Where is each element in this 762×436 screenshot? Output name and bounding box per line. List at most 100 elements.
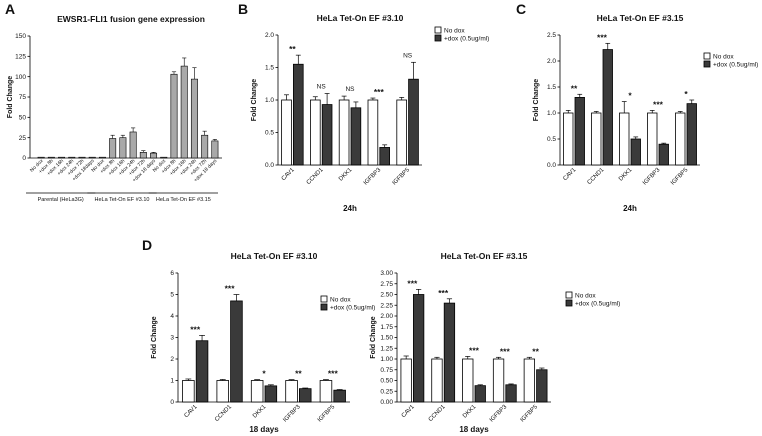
y-tick-label: 0.5 (265, 130, 274, 137)
bar-no-dox (400, 358, 412, 403)
legend-swatch-dox (434, 34, 442, 42)
bar (78, 156, 86, 159)
category-label: IGFBP3 (642, 167, 662, 187)
bar-no-dox (281, 99, 292, 166)
y-tick-label: 0.00 (380, 399, 393, 406)
legend-swatch-dox (703, 60, 711, 68)
y-axis-label: Fold Change (251, 79, 258, 121)
bar (170, 73, 178, 159)
legend-swatch-no-dox (320, 295, 328, 303)
group-label: HeLa Tet-On EF #3.15 (156, 197, 211, 203)
legend-label-dox: +dox (0.5ug/ml) (575, 301, 620, 308)
bar (109, 138, 117, 159)
significance-mark: NS (317, 84, 327, 91)
bar-dox (505, 384, 517, 403)
y-tick-label: 5 (170, 292, 174, 299)
legend-label-dox: +dox (0.5ug/ml) (713, 62, 758, 69)
bar-no-dox (523, 358, 535, 403)
bar (180, 65, 188, 159)
y-tick-label: 75 (19, 94, 27, 101)
category-label: IGFBP3 (363, 167, 383, 187)
category-label: CAV1 (281, 167, 296, 182)
bar-no-dox (431, 358, 443, 403)
significance-mark: *** (438, 288, 449, 298)
legend-label-no-dox: No dox (330, 297, 351, 304)
y-axis-label: Fold Change (533, 79, 540, 121)
legend-label-dox: +dox (0.5ug/ml) (330, 305, 375, 312)
bar-no-dox (647, 112, 658, 166)
y-tick-label: 2.5 (547, 32, 556, 39)
legend-swatch-dox (565, 299, 573, 307)
chart-d1: D HeLa Tet-On EF #3.10 0 1 2 3 4 5 6 Fold Change *… (142, 237, 375, 434)
significance-mark: *** (653, 99, 664, 109)
bar (160, 156, 168, 159)
bar-no-dox (250, 380, 264, 403)
legend-swatch-no-dox (565, 291, 573, 299)
bar (139, 152, 147, 159)
legend-swatch-no-dox (434, 26, 442, 34)
bar-dox (474, 385, 486, 403)
chart-c: C HeLa Tet-On EF #3.15 0.0 0.5 1.0 1.5 2.0 2.5 F… (516, 1, 758, 213)
significance-mark: ** (532, 346, 539, 356)
y-tick-label: 2.0 (265, 32, 274, 39)
bar-no-dox (338, 99, 350, 166)
bar-no-dox (310, 99, 321, 166)
bar-no-dox (285, 380, 298, 403)
bar-dox (658, 143, 669, 166)
y-tick-label: 125 (15, 54, 26, 61)
category-label: CCND1 (428, 404, 447, 423)
legend-swatch-no-dox (703, 52, 711, 60)
category-label: CAV1 (401, 404, 416, 419)
significance-mark: ** (295, 369, 302, 379)
significance-mark: NS (403, 52, 413, 59)
bar-dox (412, 294, 425, 403)
chart-b-x-label: 24h (343, 204, 357, 213)
bar-no-dox (675, 112, 686, 166)
category-label: DKK1 (618, 167, 634, 183)
bar (58, 156, 66, 159)
significance-mark: *** (500, 346, 511, 356)
category-label: IGFBP5 (670, 167, 690, 187)
significance-mark: *** (374, 87, 385, 97)
chart-c-x-label: 24h (623, 204, 637, 213)
bar (129, 131, 137, 159)
bar-dox (195, 340, 209, 403)
bar (201, 134, 209, 159)
bar (211, 140, 219, 159)
bar-no-dox (462, 358, 474, 403)
bar (37, 156, 45, 159)
bar-dox (292, 63, 304, 166)
category-label: CAV1 (184, 404, 199, 419)
y-tick-label: 2.00 (380, 313, 393, 320)
bar-no-dox (367, 99, 379, 166)
y-tick-label: 2.0 (547, 58, 556, 65)
bar-dox (536, 369, 548, 403)
significance-mark: *** (190, 324, 201, 334)
y-tick-label: 1.0 (547, 110, 556, 117)
y-tick-label: 0.75 (380, 367, 393, 374)
chart-d2-x-label: 18 days (459, 425, 489, 434)
y-tick-label: 3 (170, 335, 174, 342)
y-tick-label: 1 (170, 378, 174, 385)
y-tick-label: 1.75 (380, 324, 393, 331)
bar-dox (443, 302, 456, 403)
legend-label-no-dox: No dox (713, 54, 734, 61)
chart-b: B HeLa Tet-On EF #3.10 0.0 0.5 1.0 1.5 2.0 Fold… (238, 1, 489, 213)
y-tick-label: 0.25 (380, 388, 393, 395)
category-label: DKK1 (338, 167, 354, 183)
bar-dox (408, 78, 419, 166)
y-tick-label: 1.50 (380, 335, 393, 342)
category-label: IGFBP5 (392, 167, 412, 187)
category-label: DKK1 (252, 404, 268, 420)
bar-dox (379, 147, 390, 166)
bar-dox (298, 388, 312, 403)
category-label: CCND1 (214, 404, 233, 423)
category-label: DKK1 (462, 404, 478, 420)
bar-no-dox (591, 112, 602, 166)
chart-d2-title: HeLa Tet-On EF #3.15 (441, 251, 528, 261)
bar-no-dox (619, 112, 630, 166)
legend-label-dox: +dox (0.5ug/ml) (444, 36, 489, 43)
bar-dox (264, 385, 278, 403)
chart-d1-title: HeLa Tet-On EF #3.10 (231, 251, 318, 261)
